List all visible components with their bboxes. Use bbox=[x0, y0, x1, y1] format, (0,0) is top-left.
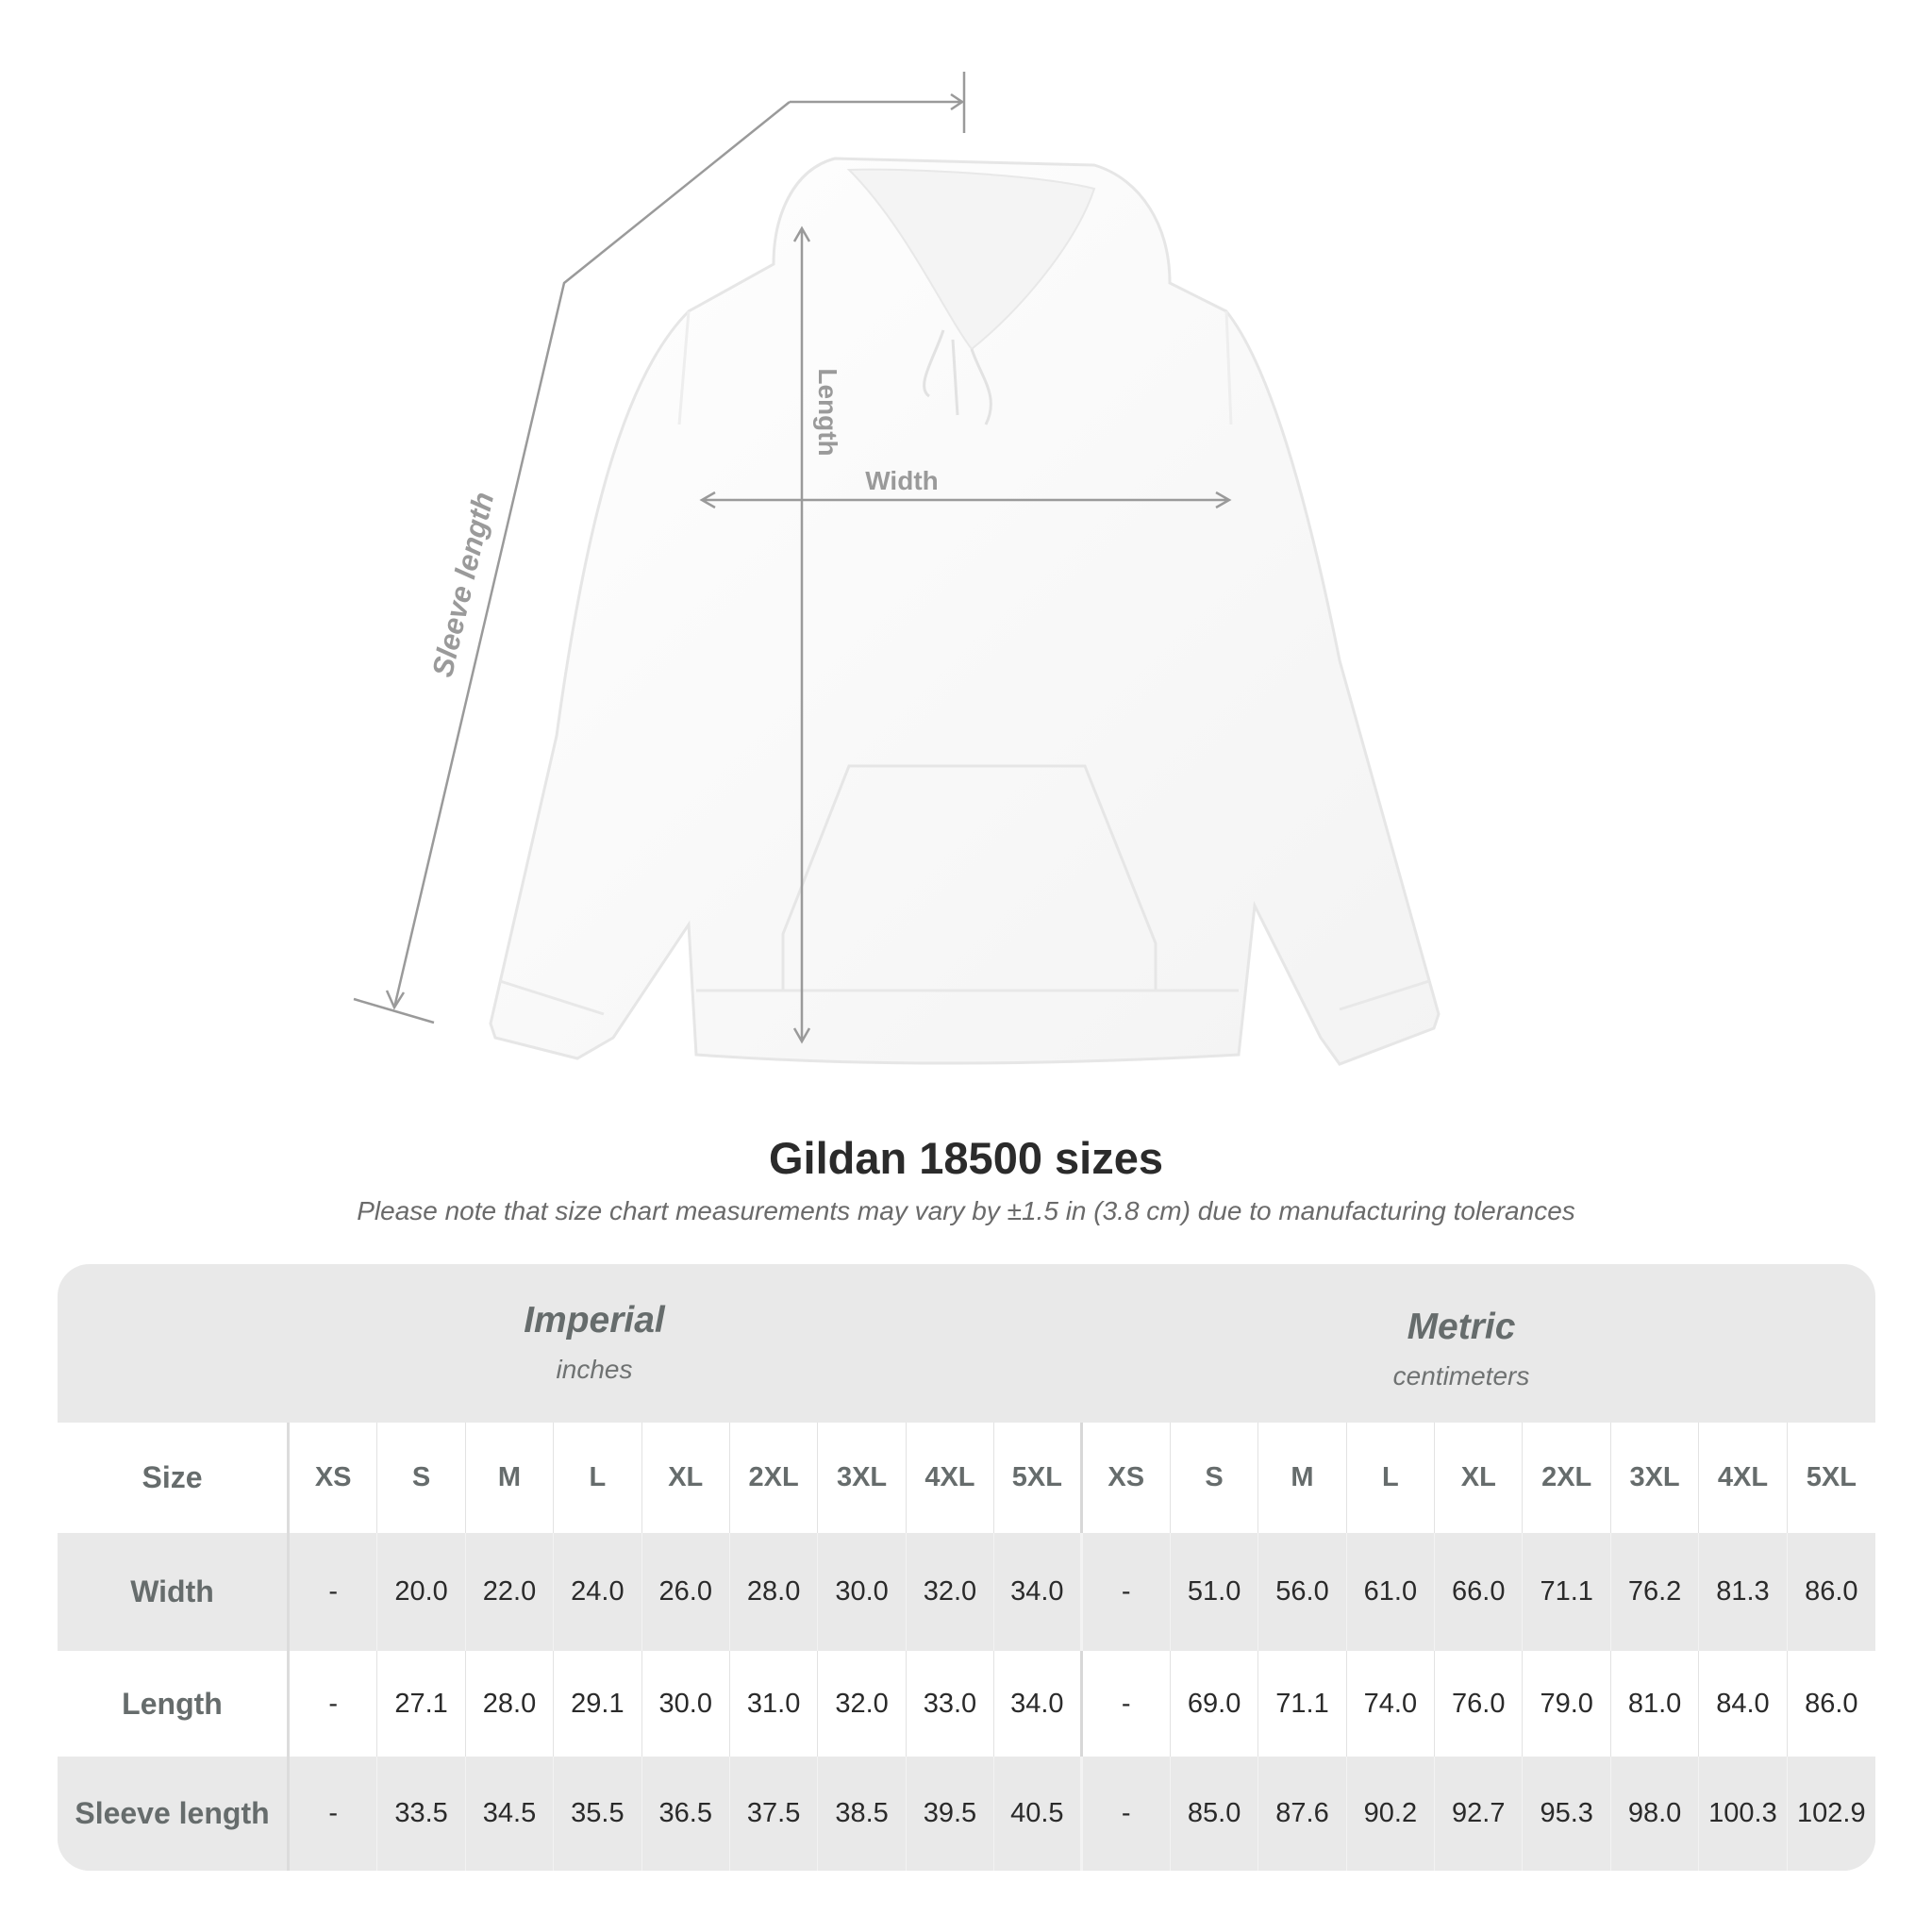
row-label: Length bbox=[58, 1651, 290, 1757]
imperial-header: Imperial inches bbox=[358, 1300, 830, 1385]
size-header-row: Size XS S M L XL 2XL 3XL 4XL 5XL XS S M L XL 2XL 3XL 4XL 5… bbox=[58, 1423, 1875, 1533]
length-label: Length bbox=[813, 368, 842, 456]
table-cell: 86.0 bbox=[1805, 1688, 1858, 1719]
size-header-cell: XL bbox=[1435, 1423, 1524, 1533]
table-cell: 29.1 bbox=[554, 1651, 642, 1757]
size-header-cell: S bbox=[1171, 1423, 1259, 1533]
length-dimension bbox=[792, 225, 811, 1044]
table-cell: - bbox=[1083, 1533, 1171, 1651]
table-cell: 71.1 bbox=[1258, 1651, 1347, 1757]
table-cell: 30.0 bbox=[818, 1533, 907, 1651]
table-cell: 79.0 bbox=[1523, 1651, 1611, 1757]
width-dimension bbox=[699, 491, 1232, 509]
size-header-cell: M bbox=[466, 1423, 555, 1533]
table-cell: 34.0 bbox=[994, 1651, 1083, 1757]
table-cell: 34.5 bbox=[466, 1757, 555, 1871]
table-cell: 30.0 bbox=[642, 1651, 730, 1757]
size-header-cell: M bbox=[1258, 1423, 1347, 1533]
table-cell: 33.5 bbox=[377, 1757, 466, 1871]
sleeve-length-dimension bbox=[353, 72, 966, 1024]
size-header-cell: 5XL bbox=[1806, 1462, 1857, 1492]
table-cell: 31.0 bbox=[730, 1651, 819, 1757]
table-cell: 28.0 bbox=[730, 1533, 819, 1651]
size-header-cell: 2XL bbox=[730, 1423, 819, 1533]
table-cell: 81.0 bbox=[1611, 1651, 1700, 1757]
table-cell: 40.5 bbox=[994, 1757, 1083, 1871]
table-cell: 38.5 bbox=[818, 1757, 907, 1871]
table-cell: 56.0 bbox=[1258, 1533, 1347, 1651]
page-title: Gildan 18500 sizes bbox=[768, 1133, 1164, 1183]
table-row: Length -27.1 28.0 29.1 30.0 31.0 32.0 33.0 34.0-… bbox=[58, 1651, 1875, 1757]
table-cell: 81.3 bbox=[1699, 1533, 1788, 1651]
table-cell: 76.2 bbox=[1611, 1533, 1700, 1651]
table-cell: 26.0 bbox=[642, 1533, 730, 1651]
table-cell: 20.0 bbox=[377, 1533, 466, 1651]
table-row: Width -20.0 22.0 24.0 26.0 28.0 30.0 32.0 34.0-5… bbox=[58, 1533, 1875, 1651]
table-cell: 24.0 bbox=[554, 1533, 642, 1651]
table-cell: - bbox=[290, 1651, 378, 1757]
size-header-cell: L bbox=[1347, 1423, 1436, 1533]
table-cell: 66.0 bbox=[1435, 1533, 1524, 1651]
table-cell: - bbox=[290, 1757, 378, 1871]
size-header-cell: L bbox=[554, 1423, 642, 1533]
size-header-cell: 5XL bbox=[994, 1423, 1083, 1533]
table-cell: 100.3 bbox=[1699, 1757, 1788, 1871]
size-header-cell: 4XL bbox=[1699, 1423, 1788, 1533]
size-header-cell: 3XL bbox=[818, 1423, 907, 1533]
hoodie-diagram: Sleeve length Length Width bbox=[353, 72, 1441, 1066]
table-cell: 32.0 bbox=[818, 1651, 907, 1757]
row-label: Sleeve length bbox=[58, 1757, 290, 1871]
imperial-title: Imperial bbox=[524, 1300, 665, 1341]
size-header-cell: S bbox=[377, 1423, 466, 1533]
hoodie-image bbox=[489, 157, 1441, 1066]
table-cell: 76.0 bbox=[1435, 1651, 1524, 1757]
table-cell: 98.0 bbox=[1611, 1757, 1700, 1871]
table-cell: 61.0 bbox=[1347, 1533, 1436, 1651]
table-cell: 39.5 bbox=[907, 1757, 995, 1871]
table-cell: 90.2 bbox=[1347, 1757, 1436, 1871]
size-header-cell: XS bbox=[1083, 1423, 1171, 1533]
table-cell: 84.0 bbox=[1699, 1651, 1788, 1757]
table-cell: 102.9 bbox=[1797, 1798, 1866, 1828]
table-cell: 92.7 bbox=[1435, 1757, 1524, 1871]
table-cell: 69.0 bbox=[1171, 1651, 1259, 1757]
table-cell: 22.0 bbox=[466, 1533, 555, 1651]
table-cell: 32.0 bbox=[907, 1533, 995, 1651]
table-cell: 35.5 bbox=[554, 1757, 642, 1871]
table-cell: 86.0 bbox=[1805, 1576, 1858, 1607]
table-cell: 37.5 bbox=[730, 1757, 819, 1871]
table-cell: - bbox=[1083, 1651, 1171, 1757]
size-header-cell: 2XL bbox=[1523, 1423, 1611, 1533]
sleeve-length-label: Sleeve length bbox=[425, 489, 500, 680]
table-row: Sleeve length -33.5 34.5 35.5 36.5 37.5 38.5 39… bbox=[58, 1757, 1875, 1871]
table-cell: 87.6 bbox=[1258, 1757, 1347, 1871]
table-cell: 71.1 bbox=[1523, 1533, 1611, 1651]
table-cell: 36.5 bbox=[642, 1757, 730, 1871]
table-cell: 27.1 bbox=[377, 1651, 466, 1757]
table-cell: - bbox=[290, 1533, 378, 1651]
size-header-cell: 3XL bbox=[1611, 1423, 1700, 1533]
tolerance-note: Please note that size chart measurements… bbox=[357, 1196, 1575, 1225]
row-label: Size bbox=[58, 1423, 290, 1533]
size-header-cell: XL bbox=[642, 1423, 730, 1533]
width-label: Width bbox=[865, 466, 939, 495]
table-cell: 34.0 bbox=[994, 1533, 1083, 1651]
table-cell: - bbox=[1083, 1757, 1171, 1871]
table-cell: 74.0 bbox=[1347, 1651, 1436, 1757]
table-cell: 28.0 bbox=[466, 1651, 555, 1757]
table-cell: 33.0 bbox=[907, 1651, 995, 1757]
row-label: Width bbox=[58, 1533, 290, 1651]
size-header-cell: 4XL bbox=[907, 1423, 995, 1533]
table-cell: 95.3 bbox=[1523, 1757, 1611, 1871]
table-cell: 51.0 bbox=[1171, 1533, 1259, 1651]
size-header-cell: XS bbox=[290, 1423, 378, 1533]
imperial-unit: inches bbox=[556, 1355, 633, 1384]
metric-unit: centimeters bbox=[1392, 1361, 1530, 1391]
metric-header: Metric centimeters bbox=[1225, 1307, 1697, 1391]
metric-title: Metric bbox=[1407, 1307, 1516, 1347]
size-chart-table: Imperial inches Metric centimeters Size X… bbox=[58, 1264, 1875, 1871]
table-cell: 85.0 bbox=[1171, 1757, 1259, 1871]
